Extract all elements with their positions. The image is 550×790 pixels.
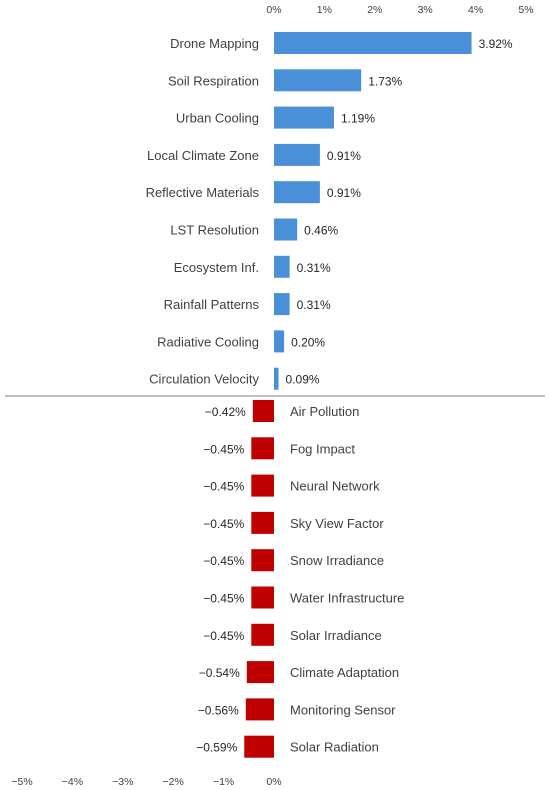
positive-value-label: 3.92% (479, 37, 513, 51)
negative-category-label: Sky View Factor (290, 516, 384, 531)
top-axis-tick-label: 4% (468, 4, 483, 16)
negative-value-label: −0.45% (203, 554, 244, 568)
positive-bar (274, 218, 298, 241)
positive-value-label: 0.46% (304, 224, 338, 238)
positive-category-label: Radiative Cooling (157, 334, 259, 349)
positive-category-label: Rainfall Patterns (164, 297, 260, 312)
positive-value-label: 1.19% (341, 112, 375, 126)
positive-category-label: Ecosystem Inf. (174, 260, 259, 275)
negative-bar (246, 661, 274, 684)
bottom-axis-tick-label: −3% (112, 776, 133, 788)
negative-bar (251, 586, 274, 609)
negative-bar (251, 549, 274, 572)
top-axis-tick-label: 1% (317, 4, 332, 16)
positive-bar (274, 367, 279, 390)
positive-bars: Drone Mapping 3.92% Soil Respiration 1.73% U… (146, 32, 513, 390)
positive-category-label: Local Climate Zone (147, 148, 259, 163)
bottom-axis-tick-label: −1% (213, 776, 234, 788)
negative-value-label: −0.42% (205, 405, 246, 419)
negative-category-label: Water Infrastructure (290, 591, 404, 606)
positive-bar (274, 32, 472, 54)
positive-category-label: Circulation Velocity (149, 372, 259, 387)
positive-value-label: 0.31% (297, 261, 331, 275)
top-axis: 0% 1% 2% 3% 4% 5% (266, 4, 533, 16)
positive-bar (274, 106, 334, 129)
positive-bar (274, 255, 290, 278)
positive-bar (274, 293, 290, 316)
negative-bar (245, 698, 274, 721)
positive-bar (274, 143, 320, 166)
negative-category-label: Climate Adaptation (290, 665, 399, 680)
positive-value-label: 0.91% (327, 186, 361, 200)
positive-category-label: Reflective Materials (146, 185, 260, 200)
positive-category-label: LST Resolution (170, 223, 259, 238)
top-axis-tick-label: 0% (266, 4, 281, 16)
bottom-axis-tick-label: −5% (11, 776, 32, 788)
negative-bar (251, 437, 274, 460)
negative-value-label: −0.56% (198, 703, 239, 717)
negative-category-label: Monitoring Sensor (290, 702, 396, 717)
bottom-axis-tick-label: −4% (62, 776, 83, 788)
negative-category-label: Snow Irradiance (290, 553, 384, 568)
positive-bar (274, 330, 285, 353)
negative-value-label: −0.45% (203, 442, 244, 456)
positive-value-label: 0.20% (291, 335, 325, 349)
negative-bar (251, 511, 274, 534)
negative-category-label: Solar Radiation (290, 740, 379, 755)
top-axis-tick-label: 2% (367, 4, 382, 16)
negative-bar (251, 623, 274, 646)
negative-category-label: Fog Impact (290, 441, 355, 456)
negative-value-label: −0.59% (196, 741, 237, 755)
negative-bars: Air Pollution −0.42% Fog Impact −0.45% Neura… (196, 400, 404, 758)
positive-category-label: Urban Cooling (176, 111, 259, 126)
negative-category-label: Neural Network (290, 479, 380, 494)
bottom-axis-tick-label: −2% (163, 776, 184, 788)
bottom-axis: −5% −4% −3% −2% −1% 0% (11, 776, 281, 788)
negative-value-label: −0.45% (203, 480, 244, 494)
negative-value-label: −0.54% (199, 666, 240, 680)
negative-bar (252, 400, 274, 422)
negative-category-label: Air Pollution (290, 404, 359, 419)
positive-category-label: Soil Respiration (168, 73, 259, 88)
negative-value-label: −0.45% (203, 629, 244, 643)
negative-value-label: −0.45% (203, 592, 244, 606)
bottom-axis-tick-label: 0% (266, 776, 281, 788)
positive-category-label: Drone Mapping (170, 36, 259, 51)
positive-bar (274, 181, 320, 204)
top-axis-tick-label: 5% (518, 4, 533, 16)
positive-value-label: 1.73% (368, 74, 402, 88)
positive-value-label: 0.09% (286, 373, 320, 387)
positive-value-label: 0.91% (327, 149, 361, 163)
positive-value-label: 0.31% (297, 298, 331, 312)
positive-bar (274, 69, 362, 92)
negative-bar (244, 735, 274, 758)
negative-category-label: Solar Irradiance (290, 628, 382, 643)
negative-value-label: −0.45% (203, 517, 244, 531)
negative-bar (251, 474, 274, 497)
top-axis-tick-label: 3% (418, 4, 433, 16)
